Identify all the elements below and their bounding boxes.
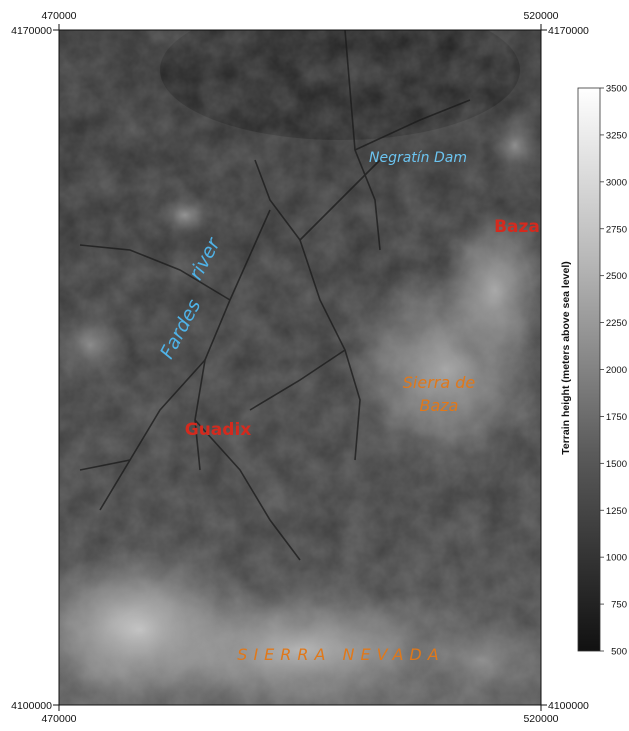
y-label-bottom-left: 4100000 <box>11 700 52 712</box>
legend-tick-label: 2000 <box>606 365 627 376</box>
legend-tick-label: 3000 <box>606 177 627 188</box>
legend-tick-label: 1000 <box>606 553 627 564</box>
legend-tick-label: 1250 <box>606 506 627 517</box>
x-label-top-right: 520000 <box>523 10 558 22</box>
legend-tick-label: 750 <box>611 600 627 611</box>
sierra-de-label: Sierra de <box>403 373 476 392</box>
legend-tick-label: 2750 <box>606 224 627 235</box>
baza-town-label: Baza <box>494 217 540 237</box>
legend-color-bar <box>577 87 601 652</box>
legend-tick-label: 1750 <box>606 412 627 423</box>
negratin-dam-label: Negratín Dam <box>369 150 467 166</box>
terrain-raster <box>59 30 541 705</box>
corner-ticks <box>53 24 547 711</box>
terrain-legend: 3500 3250 3000 2750 2500 2250 2000 1750 1500 1250… <box>560 84 627 658</box>
legend-tick-label: 2500 <box>606 271 627 282</box>
legend-tick-label: 1500 <box>606 459 627 470</box>
map-frame <box>58 29 542 706</box>
legend-ticks: 3500 3250 3000 2750 2500 2250 2000 1750 1500 1250… <box>600 84 627 658</box>
y-label-bottom-right: 4100000 <box>548 700 589 712</box>
sierra-nevada-label: SIERRA NEVADA <box>237 645 444 664</box>
x-label-top-left: 470000 <box>41 10 76 22</box>
baza-range-label: Baza <box>420 396 459 415</box>
y-label-top-left: 4170000 <box>11 25 52 37</box>
guadix-town-label: Guadix <box>185 420 252 440</box>
legend-title: Terrain height (meters above sea level) <box>560 261 572 455</box>
legend-tick-label: 500 <box>611 647 627 658</box>
x-label-bottom-left: 470000 <box>41 713 76 725</box>
legend-tick-label: 3500 <box>606 84 627 95</box>
legend-tick-label: 3250 <box>606 130 627 141</box>
x-label-bottom-right: 520000 <box>523 713 558 725</box>
legend-tick-label: 2250 <box>606 318 627 329</box>
y-label-top-right: 4170000 <box>548 25 589 37</box>
